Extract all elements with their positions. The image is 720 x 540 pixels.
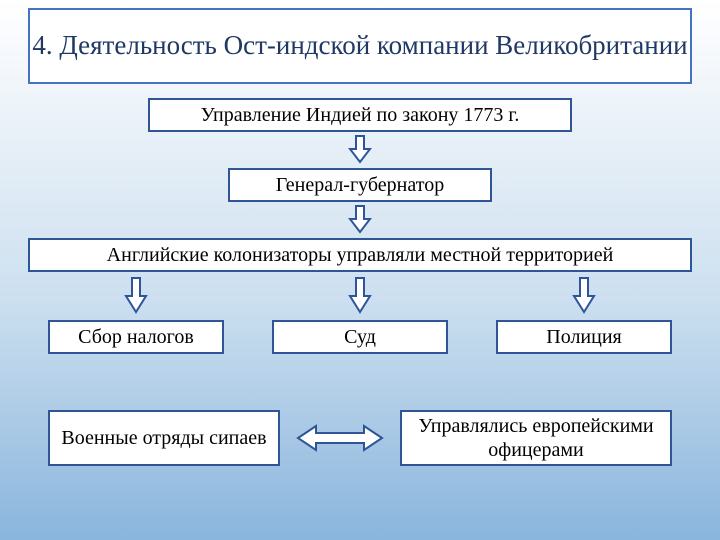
node-taxes-text: Сбор налогов <box>78 326 194 349</box>
node-colonizers-text: Английские колонизаторы управляли местно… <box>107 244 614 267</box>
node-law: Управление Индией по закону 1773 г. <box>148 98 572 132</box>
node-police: Полиция <box>496 320 672 354</box>
title-text: 4. Деятельность Ост-индской компании Вел… <box>32 29 687 63</box>
node-law-text: Управление Индией по закону 1773 г. <box>201 104 520 127</box>
node-police-text: Полиция <box>546 326 621 349</box>
arrow-down-1 <box>348 134 372 164</box>
node-colonizers: Английские колонизаторы управляли местно… <box>28 238 692 272</box>
arrow-double <box>296 424 384 452</box>
node-sepoys: Военные отряды сипаев <box>48 410 280 466</box>
node-officers-text: Управлялись европейскими офицерами <box>402 414 670 462</box>
node-court: Суд <box>272 320 448 354</box>
title-box: 4. Деятельность Ост-индской компании Вел… <box>28 8 692 84</box>
arrow-down-5 <box>572 276 596 314</box>
node-officers: Управлялись европейскими офицерами <box>400 410 672 466</box>
arrow-down-2 <box>348 204 372 234</box>
arrow-down-4 <box>348 276 372 314</box>
node-governor-text: Генерал-губернатор <box>276 174 444 197</box>
node-governor: Генерал-губернатор <box>228 168 492 202</box>
arrow-down-3 <box>124 276 148 314</box>
node-court-text: Суд <box>344 326 376 349</box>
node-sepoys-text: Военные отряды сипаев <box>61 426 266 450</box>
node-taxes: Сбор налогов <box>48 320 224 354</box>
